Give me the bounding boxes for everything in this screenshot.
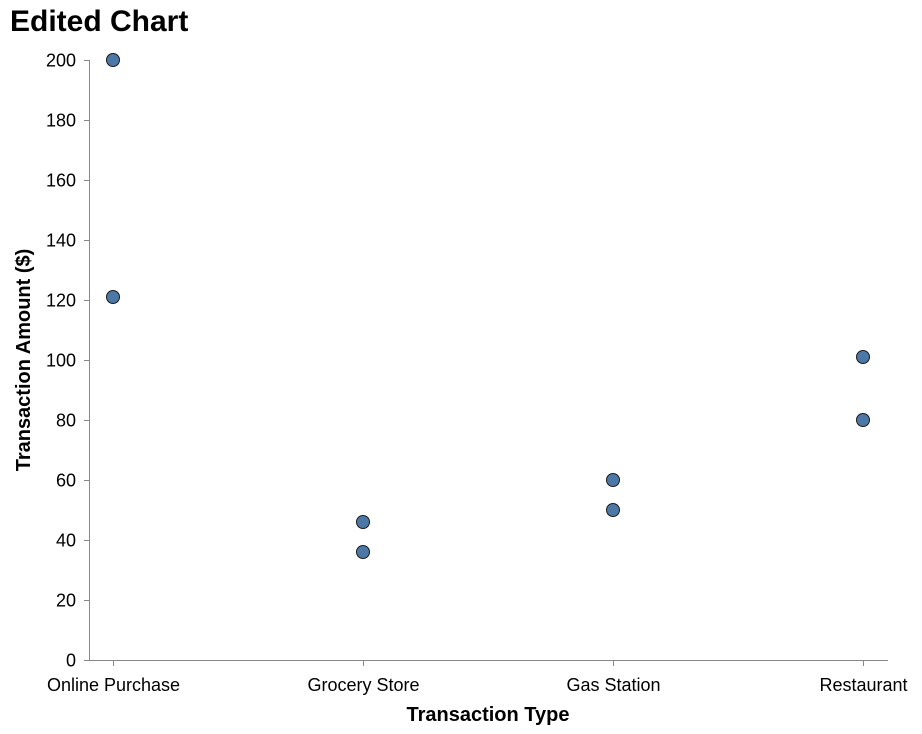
data-point: [356, 515, 370, 529]
y-tick-label: 60: [56, 471, 76, 491]
data-point: [606, 473, 620, 487]
x-tick-label: Grocery Store: [307, 675, 419, 695]
y-axis-title: Transaction Amount ($): [13, 249, 35, 472]
data-points: [106, 53, 870, 559]
y-tick-label: 0: [66, 651, 76, 671]
y-tick-label: 20: [56, 591, 76, 611]
y-tick-label: 180: [46, 111, 76, 131]
chart-title: Edited Chart: [10, 5, 189, 38]
data-point: [606, 503, 620, 517]
y-tick-label: 80: [56, 411, 76, 431]
x-axis: Online Purchase Grocery Store Gas Station R…: [47, 660, 908, 695]
y-tick-label: 120: [46, 291, 76, 311]
y-tick-label: 160: [46, 171, 76, 191]
x-tick-label: Gas Station: [566, 675, 660, 695]
data-point: [856, 413, 870, 427]
y-tick-label: 100: [46, 351, 76, 371]
y-tick-label: 200: [46, 51, 76, 71]
y-axis: 0 20 40 60 80 100 120 140 160 180 200: [46, 51, 90, 671]
y-tick-label: 140: [46, 231, 76, 251]
x-tick-label: Online Purchase: [47, 675, 180, 695]
data-point: [856, 350, 870, 364]
x-tick-label: Restaurant: [819, 675, 907, 695]
data-point: [106, 53, 120, 67]
data-point: [356, 545, 370, 559]
data-point: [106, 290, 120, 304]
y-tick-label: 40: [56, 531, 76, 551]
x-axis-title: Transaction Type: [406, 704, 569, 726]
